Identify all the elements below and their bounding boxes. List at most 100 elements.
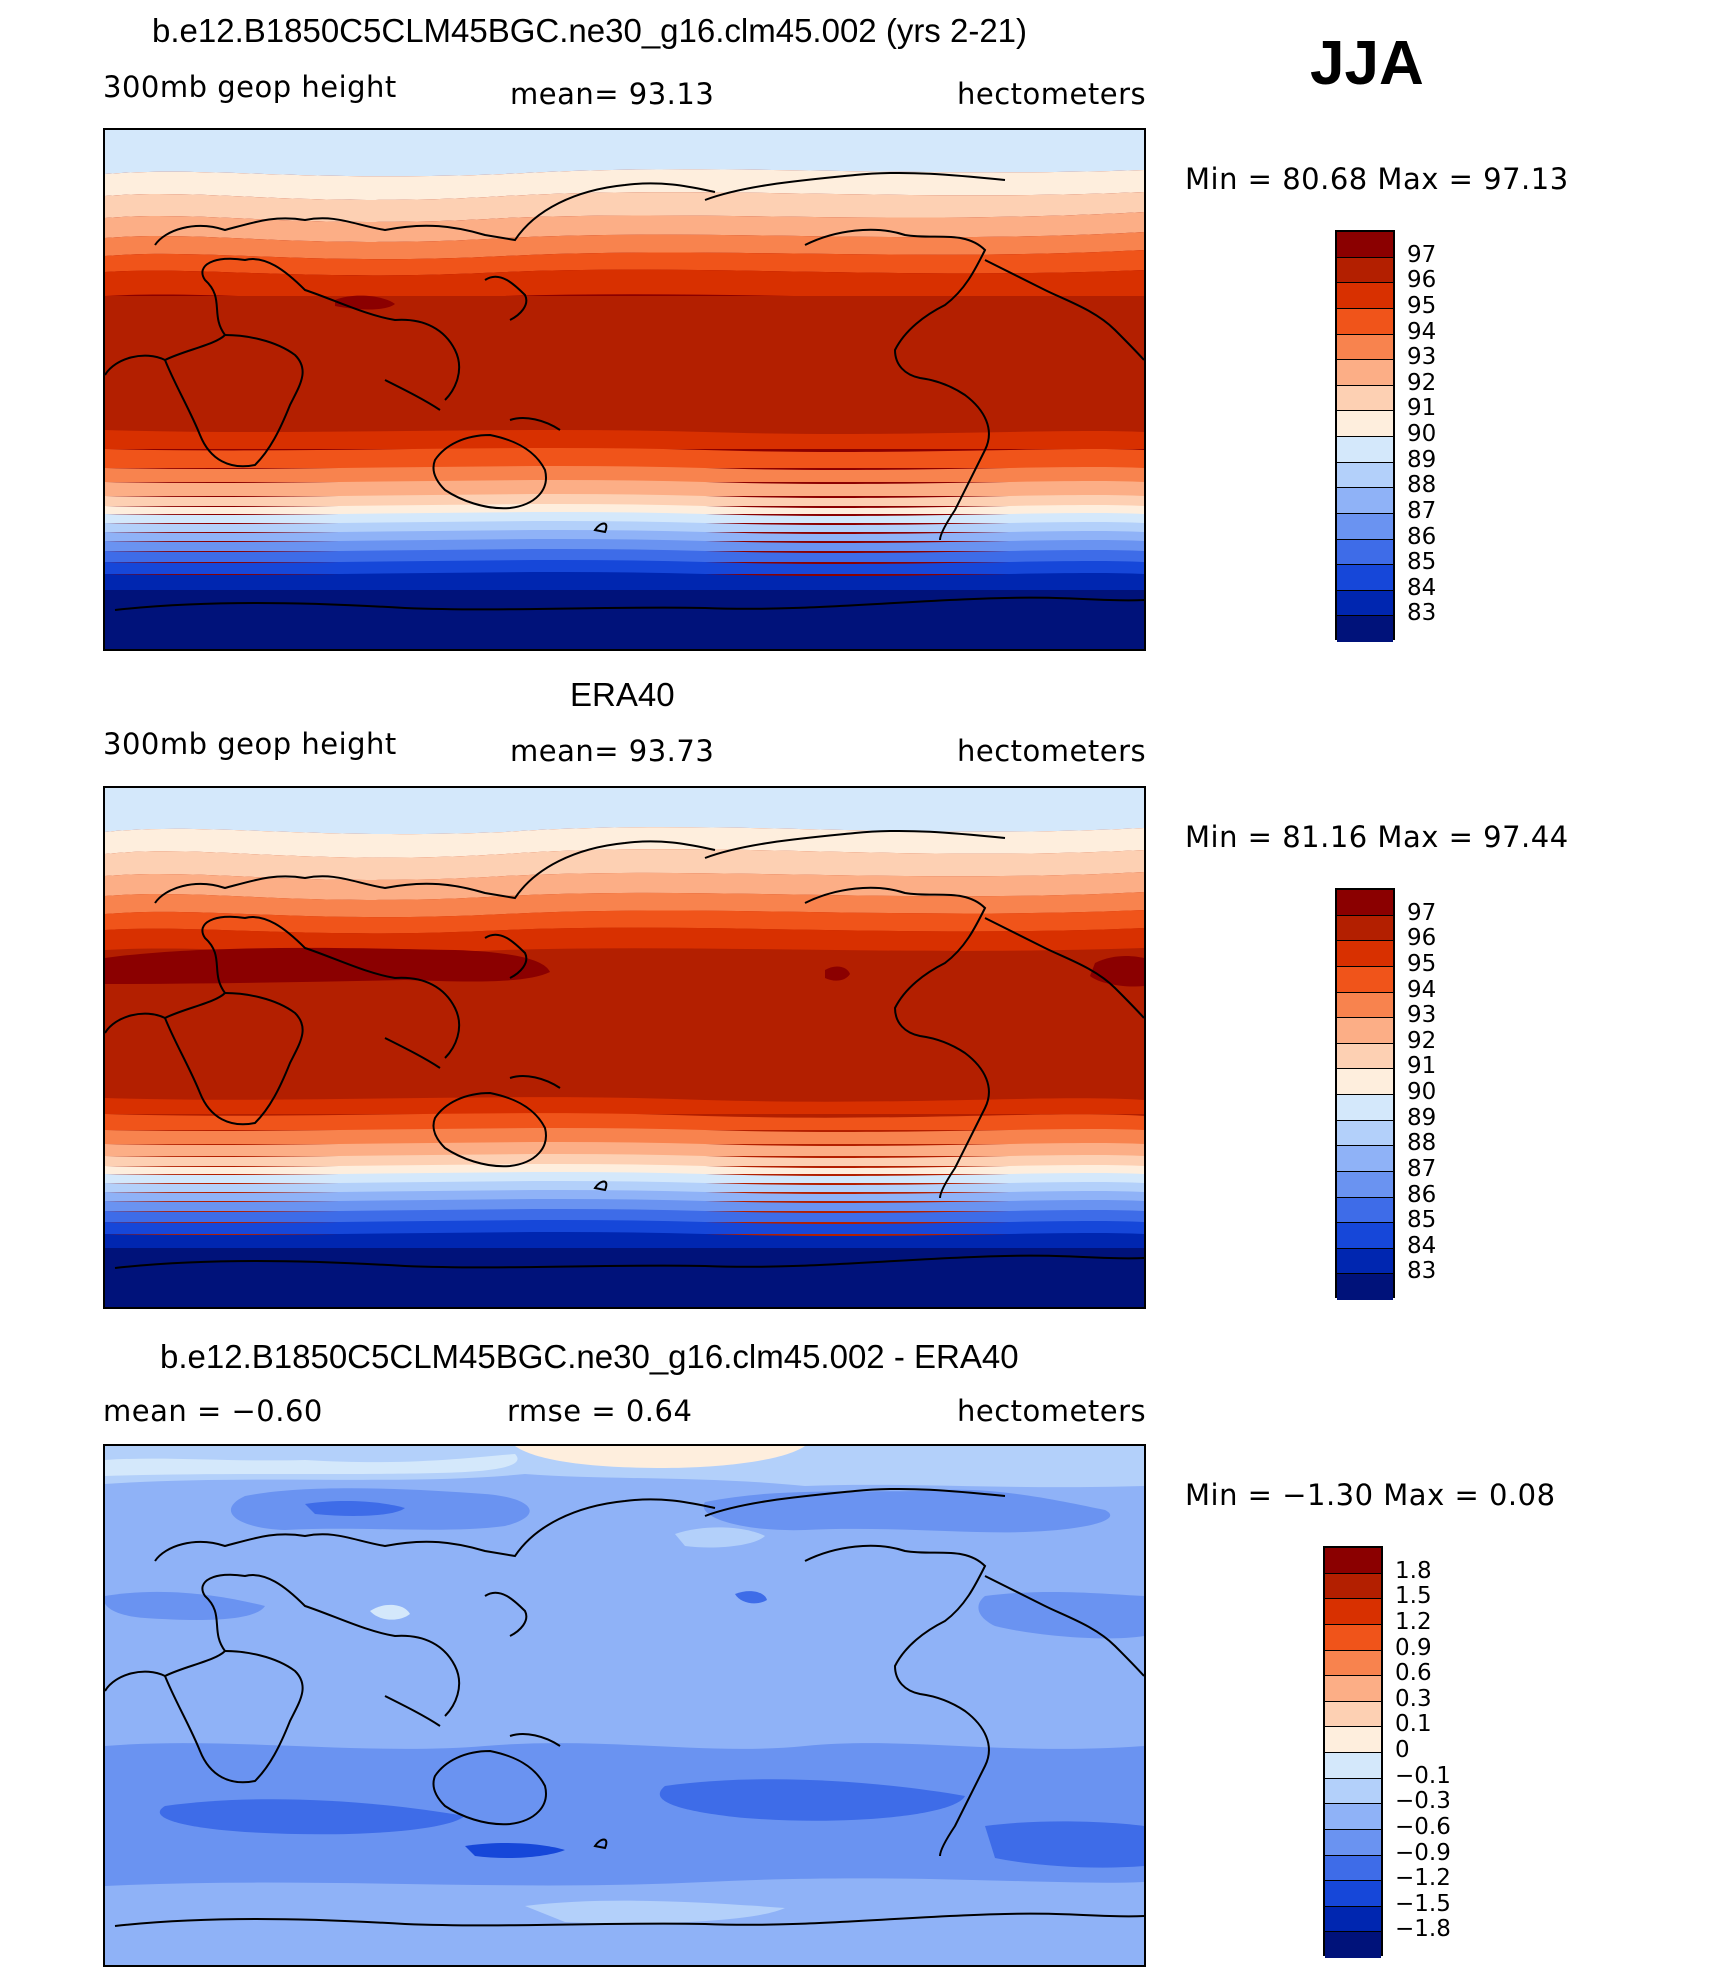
p2-band-89 [105,788,1144,835]
colorbar-level-label: 86 [1407,523,1437,550]
p3-south-deep3 [985,1821,1144,1868]
p3-south-lighter [525,1900,785,1924]
colorbar-level-label: 96 [1407,925,1437,952]
p2-band-s88 [105,1181,1144,1192]
p1-band-93 [105,232,1144,260]
p2-band-93 [105,892,1144,918]
p3-north-deep [305,1501,405,1516]
colorbar-cell [1337,462,1393,489]
panel2-map [103,786,1146,1309]
p2-band-97-mex [825,966,850,981]
colorbar-level-label: −1.8 [1395,1916,1451,1943]
p2-band-s85 [105,1209,1144,1222]
p3-north-blob-b [703,1489,1111,1533]
colorbar-level-label: 0.9 [1395,1634,1432,1661]
panel1-variable: 300mb geop height [103,70,397,104]
panel3-colorbar-box [1323,1546,1383,1958]
colorbar-level-label: 83 [1407,1258,1437,1285]
colorbar-level-label: 94 [1407,976,1437,1003]
p1-band-s88 [105,521,1144,532]
p1-band-89 [105,130,1144,177]
colorbar-cell [1337,257,1393,284]
panel1-colorbar: 97 96 95 94 93 92 91 90 89 88 87 86 85 84 83 [1335,230,1455,642]
colorbar-cell [1325,1804,1381,1830]
colorbar-level-label: 1.8 [1395,1557,1432,1584]
colorbar-level-label: 0.3 [1395,1685,1432,1712]
colorbar-cell [1325,1599,1381,1625]
colorbar-cell [1337,488,1393,514]
colorbar-level-label: 0.1 [1395,1711,1432,1738]
colorbar-level-label: 0.6 [1395,1660,1432,1687]
colorbar-cell [1337,941,1393,967]
colorbar-cell [1325,1932,1381,1958]
colorbar-level-label: −0.9 [1395,1839,1451,1866]
panel3-minmax: Min = −1.30 Max = 0.08 [1185,1478,1556,1512]
p1-band-s86 [105,539,1144,551]
p2-band-92 [105,872,1144,900]
colorbar-level-label: −0.1 [1395,1762,1451,1789]
colorbar-level-label: 85 [1407,1207,1437,1234]
colorbar-cell [1337,513,1393,540]
colorbar-cell [1325,1676,1381,1702]
p2-band-97-core [105,947,550,984]
colorbar-cell [1337,1043,1393,1070]
panel2-variable: 300mb geop height [103,727,397,761]
p3-south-darkest [465,1843,565,1858]
panel3-title: b.e12.B1850C5CLM45BGC.ne30_g16.clm45.002… [160,1338,1019,1375]
p3-top-pos [515,1446,805,1468]
colorbar-cell [1337,1018,1393,1044]
panel2-colorbar: 97 96 95 94 93 92 91 90 89 88 87 86 85 84 83 [1335,888,1455,1300]
p2-band-s92 [105,1142,1144,1156]
p1-band-94 [105,250,1144,276]
colorbar-cell [1337,1274,1393,1300]
panel3-colorbar: 1.8 1.5 1.2 0.9 0.6 0.3 0.1 0 −0.1 −0.3 −0.6 −0.9 −1… [1323,1546,1455,1958]
colorbar-level-label: 97 [1407,241,1437,268]
colorbar-cell [1337,360,1393,386]
colorbar-level-label: 84 [1407,574,1437,601]
colorbar-level-label: 92 [1407,369,1437,396]
colorbar-cell [1337,616,1393,642]
colorbar-cell [1325,1548,1381,1574]
panel3-map [103,1444,1146,1967]
p1-band-s93 [105,466,1144,482]
colorbar-cell [1337,590,1393,617]
colorbar-cell [1337,992,1393,1019]
p2-band-s83 [105,1232,1144,1248]
colorbar-cell [1337,437,1393,463]
p3-south-deep2 [659,1779,965,1821]
colorbar-level-label: 97 [1407,899,1437,926]
colorbar-level-label: 94 [1407,318,1437,345]
p3-band-west [105,1591,265,1620]
colorbar-cell [1337,334,1393,361]
colorbar-cell [1325,1573,1381,1600]
p2-band-95 [105,927,1144,953]
colorbar-cell [1325,1701,1381,1728]
colorbar-cell [1337,915,1393,942]
colorbar-cell [1337,232,1393,258]
colorbar-level-label: 95 [1407,950,1437,977]
p1-band-s83 [105,572,1144,590]
p2-band-s86 [105,1199,1144,1211]
colorbar-level-label: 96 [1407,267,1437,294]
p1-band-s95 [105,430,1144,449]
colorbar-level-label: 88 [1407,472,1437,499]
panel3-units: hectometers [957,1394,1147,1428]
colorbar-cell [1337,1223,1393,1249]
colorbar-level-label: 0 [1395,1737,1410,1763]
colorbar-level-label: 1.5 [1395,1583,1432,1610]
panel2-mean: mean= 93.73 [510,734,715,768]
colorbar-cell [1337,1095,1393,1121]
p1-band-92 [105,212,1144,242]
p3-top-mid [105,1454,518,1476]
colorbar-level-label: −1.5 [1395,1890,1451,1917]
p1-band-s85 [105,549,1144,562]
p1-band-s91 [105,494,1144,506]
colorbar-cell [1325,1906,1381,1933]
colorbar-cell [1337,966,1393,993]
p1-band-s90 [105,504,1144,514]
p2-band-s94 [105,1113,1144,1130]
colorbar-cell [1337,1069,1393,1095]
colorbar-cell [1325,1778,1381,1805]
colorbar-level-label: −0.6 [1395,1813,1451,1840]
colorbar-level-label: 90 [1407,1079,1437,1105]
